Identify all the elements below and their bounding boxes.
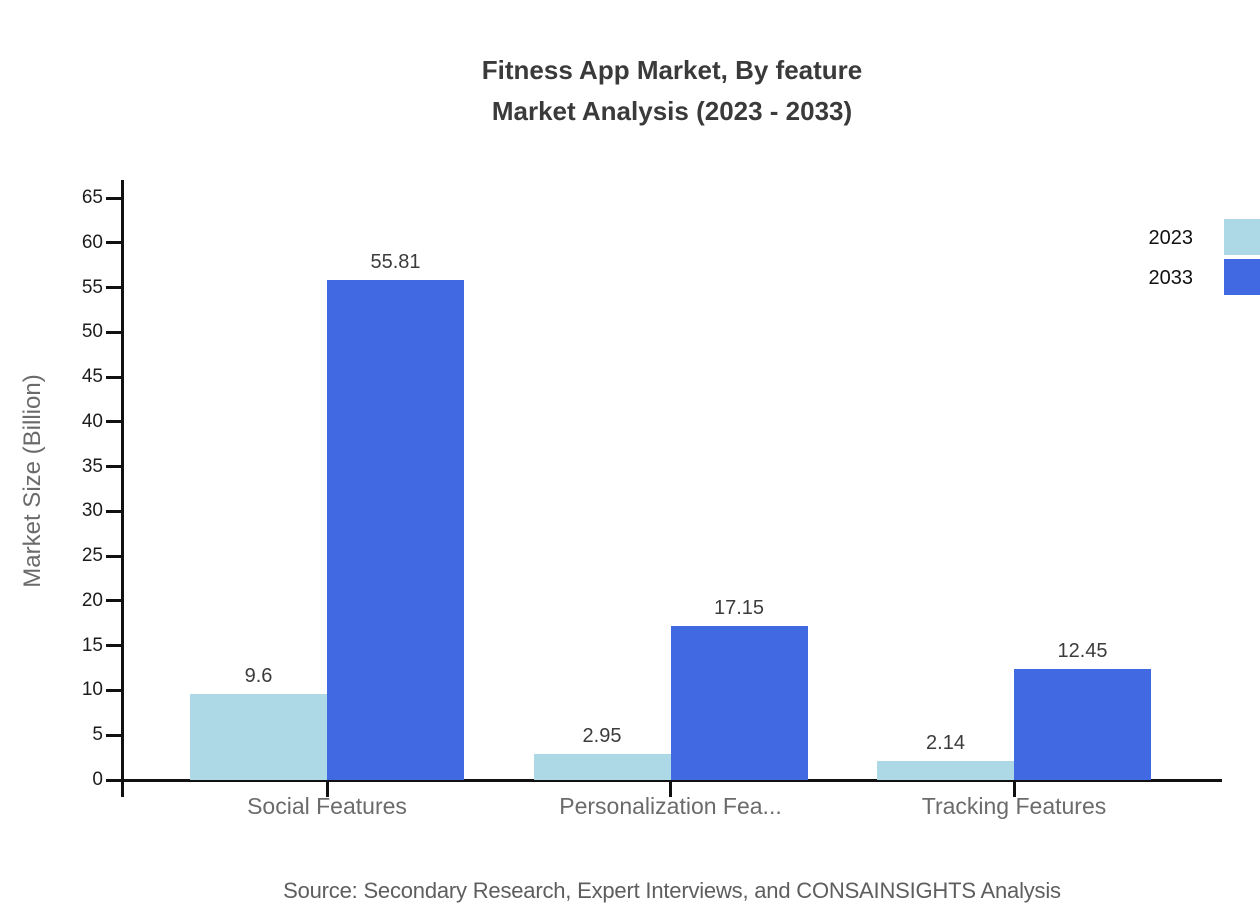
chart-title-line1: Fitness App Market, By feature: [481, 55, 863, 85]
chart-title-line2: Market Analysis (2023 - 2033): [491, 96, 853, 126]
y-tick: [106, 778, 121, 782]
bar-2033-personalization-fea: [670, 626, 808, 780]
y-axis-title: Market Size (Billion): [19, 374, 46, 588]
y-tick-label: 25: [81, 545, 103, 567]
y-tick: [106, 241, 121, 245]
y-tick: [106, 733, 121, 737]
y-tick-label: 0: [92, 769, 103, 790]
category-label-tracking-features: Tracking Features: [921, 793, 1107, 819]
x-tick: [669, 780, 672, 797]
chart-title: Fitness App Market, By feature Market An…: [122, 50, 1222, 132]
source-note: Source: Secondary Research, Expert Inter…: [283, 878, 1061, 903]
category-label-social-features: Social Features: [247, 793, 407, 819]
value-label-2023-personalization-fea: 2.95: [582, 724, 622, 747]
y-tick: [106, 465, 121, 469]
y-tick-label: 10: [81, 679, 103, 701]
bar-2023-social-features: [190, 694, 327, 780]
x-axis-line: [107, 778, 1222, 782]
legend-swatch-2023: [1224, 219, 1260, 255]
bar-2033-social-features: [327, 280, 464, 780]
y-tick: [106, 599, 121, 603]
legend-label-2023: 2023: [1148, 227, 1194, 249]
y-tick: [106, 375, 121, 379]
legend-swatch-2033: [1224, 259, 1260, 295]
y-tick-label: 50: [81, 321, 103, 343]
x-tick: [325, 780, 329, 797]
bar-2023-personalization-fea: [533, 753, 671, 780]
y-tick: [106, 688, 121, 692]
y-tick-label: 15: [81, 634, 103, 656]
bar-2023-tracking-features: [877, 760, 1014, 780]
y-tick: [106, 330, 121, 334]
y-tick-label: 40: [81, 410, 103, 432]
y-tick-label: 55: [81, 276, 103, 298]
value-label-2033-personalization-fea: 17.15: [713, 597, 765, 620]
y-tick: [106, 554, 121, 558]
y-tick: [106, 420, 121, 424]
y-tick-label: 65: [81, 187, 103, 208]
value-label-2033-social-features: 55.81: [370, 251, 421, 274]
y-tick: [106, 644, 121, 648]
y-tick-label: 30: [81, 500, 103, 522]
y-tick-label: 20: [81, 589, 103, 611]
y-tick-label: 35: [81, 455, 103, 477]
y-axis-line: [120, 180, 124, 797]
y-tick-label: 5: [92, 724, 103, 746]
y-tick: [106, 196, 121, 200]
bar-2033-tracking-features: [1014, 668, 1151, 780]
value-label-2033-tracking-features: 12.45: [1057, 639, 1108, 662]
value-label-2023-tracking-features: 2.14: [926, 731, 965, 754]
y-tick-label: 45: [81, 366, 103, 388]
y-tick-label: 60: [81, 231, 103, 253]
x-tick: [1012, 780, 1016, 797]
category-label-personalization-fea: Personalization Fea...: [559, 793, 782, 819]
legend-label-2033: 2033: [1148, 267, 1194, 289]
y-tick: [106, 286, 121, 290]
value-label-2023-social-features: 9.6: [244, 665, 273, 688]
y-tick: [106, 509, 121, 513]
